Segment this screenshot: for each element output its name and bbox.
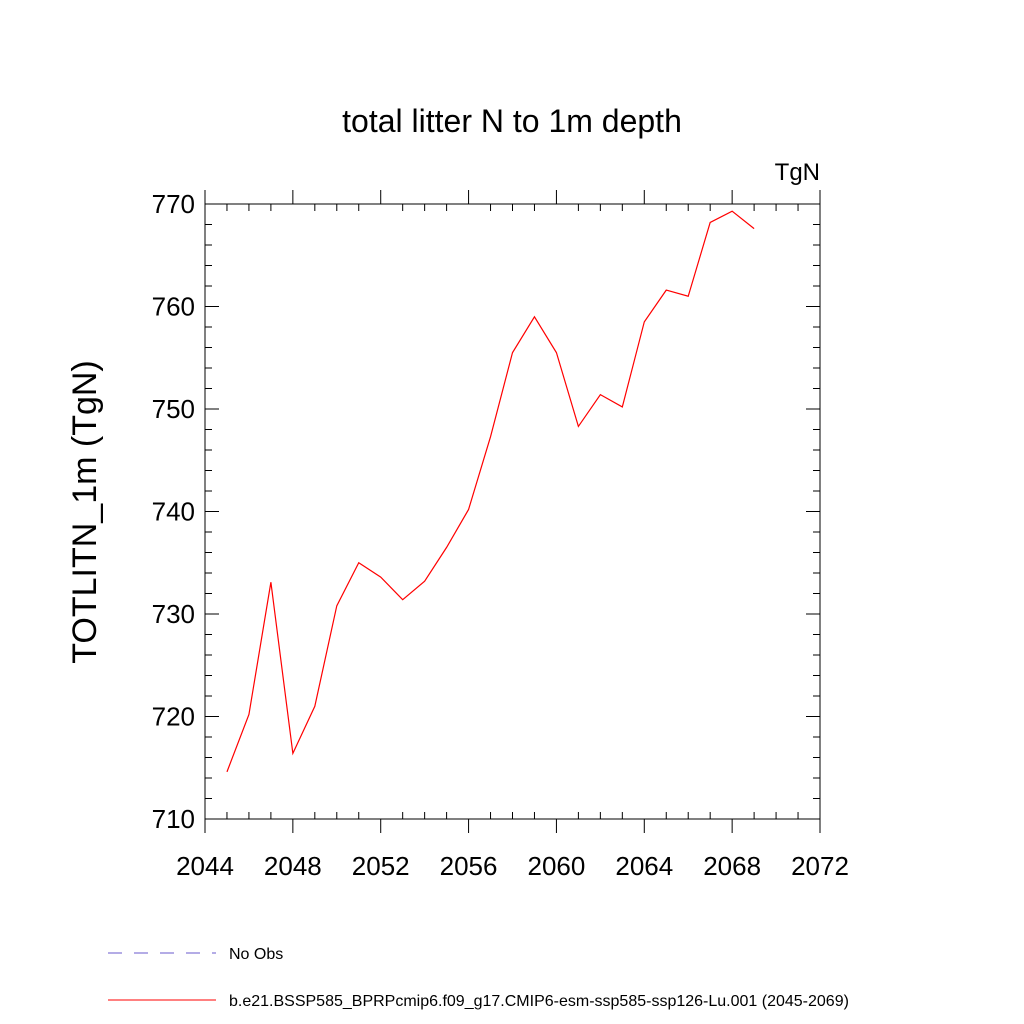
x-tick-label: 2064 [615,851,673,881]
y-tick-label: 710 [152,804,195,834]
plot-frame [204,203,821,820]
legend: No Obs b.e21.BSSP585_BPRPcmip6.f09_g17.CM… [108,946,849,1010]
x-tick-label: 2060 [528,851,586,881]
x-tick-label: 2052 [352,851,410,881]
units-label: TgN [775,159,820,186]
legend-label: b.e21.BSSP585_BPRPcmip6.f09_g17.CMIP6-es… [229,993,849,1010]
legend-label: No Obs [229,946,283,963]
series-line [226,210,755,773]
y-tick-label: 720 [152,702,195,732]
chart-title: total litter N to 1m depth [342,103,682,139]
y-axis-ticks: 710 720 730 740 750 760 770 [152,189,820,834]
x-tick-label: 2068 [703,851,761,881]
y-tick-label: 750 [152,394,195,424]
x-tick-label: 2048 [264,851,322,881]
x-tick-label: 2056 [440,851,498,881]
y-tick-label: 730 [152,599,195,629]
x-tick-label: 2044 [176,851,234,881]
series-lines [226,210,755,773]
plot-border [204,203,821,820]
y-tick-label: 770 [152,189,195,219]
x-tick-label: 2072 [791,851,849,881]
y-axis-label: TOTLITN_1m (TgN) [66,360,104,664]
y-tick-label: 740 [152,497,195,527]
x-axis-ticks: 2044 2048 2052 2056 2060 2064 2068 2072 [176,190,849,881]
y-tick-label: 760 [152,292,195,322]
